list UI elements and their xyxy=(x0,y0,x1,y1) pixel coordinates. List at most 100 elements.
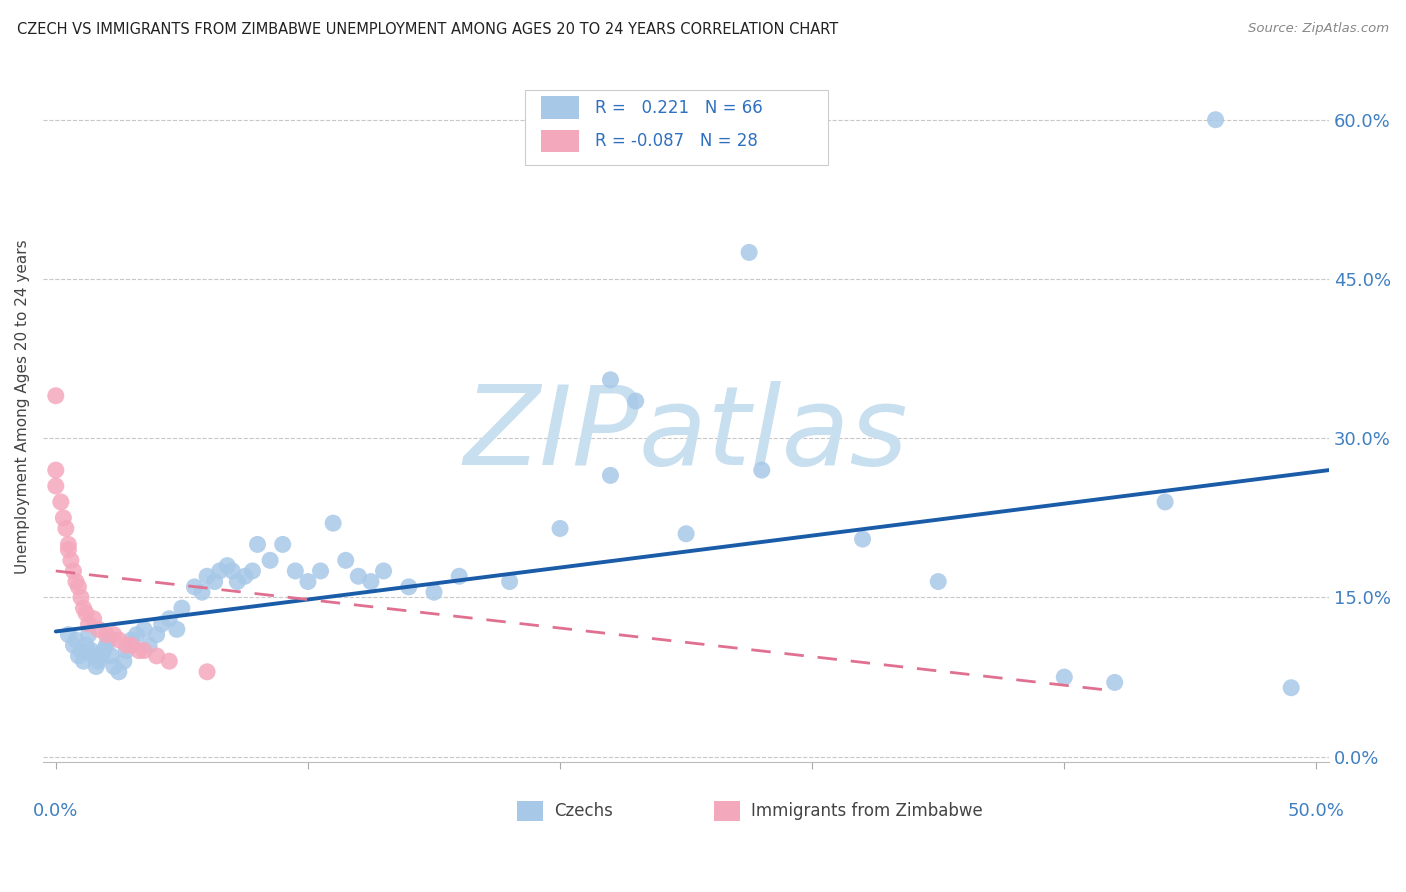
Point xyxy=(1279,681,1302,695)
Point xyxy=(195,665,218,679)
Point xyxy=(67,648,90,663)
Point xyxy=(322,516,344,531)
Point xyxy=(58,537,80,551)
Point xyxy=(108,665,131,679)
Point xyxy=(100,648,122,663)
Point xyxy=(195,569,218,583)
Point xyxy=(170,601,193,615)
Point xyxy=(115,638,138,652)
Point xyxy=(335,553,357,567)
Point xyxy=(360,574,382,589)
Point xyxy=(738,245,761,260)
Point xyxy=(751,463,773,477)
Point xyxy=(62,564,84,578)
Point xyxy=(115,643,138,657)
Point xyxy=(132,623,155,637)
Text: R =   0.221   N = 66: R = 0.221 N = 66 xyxy=(595,99,762,117)
Text: 0.0%: 0.0% xyxy=(34,803,79,821)
Point xyxy=(624,394,647,409)
Point xyxy=(84,659,107,673)
Point xyxy=(1205,112,1227,127)
Point xyxy=(83,648,105,663)
Point xyxy=(221,564,243,578)
FancyBboxPatch shape xyxy=(526,90,828,164)
Point xyxy=(183,580,205,594)
Point xyxy=(208,564,231,578)
Point xyxy=(90,648,112,663)
Point xyxy=(191,585,214,599)
Point xyxy=(103,659,125,673)
Point xyxy=(55,521,77,535)
Text: Czechs: Czechs xyxy=(554,802,613,820)
Point xyxy=(246,537,269,551)
Point xyxy=(67,580,90,594)
Bar xyxy=(541,96,579,119)
Point xyxy=(72,654,94,668)
Point xyxy=(271,537,294,551)
Point xyxy=(166,623,188,637)
Point xyxy=(120,638,142,652)
Point xyxy=(83,612,105,626)
Point xyxy=(97,632,120,647)
Text: 50.0%: 50.0% xyxy=(1288,803,1346,821)
Point xyxy=(108,632,131,647)
Text: Source: ZipAtlas.com: Source: ZipAtlas.com xyxy=(1249,22,1389,36)
Point xyxy=(112,654,135,668)
Point xyxy=(150,617,173,632)
Point xyxy=(128,643,150,657)
Point xyxy=(157,654,180,668)
Text: Immigrants from Zimbabwe: Immigrants from Zimbabwe xyxy=(751,802,983,820)
Point xyxy=(52,511,75,525)
Point xyxy=(58,627,80,641)
Point xyxy=(217,558,239,573)
Point xyxy=(96,638,118,652)
Point xyxy=(65,632,87,647)
Point xyxy=(70,643,93,657)
Text: CZECH VS IMMIGRANTS FROM ZIMBABWE UNEMPLOYMENT AMONG AGES 20 TO 24 YEARS CORRELA: CZECH VS IMMIGRANTS FROM ZIMBABWE UNEMPL… xyxy=(17,22,838,37)
Text: R = -0.087   N = 28: R = -0.087 N = 28 xyxy=(595,132,758,150)
Point xyxy=(284,564,307,578)
Point xyxy=(1104,675,1126,690)
Point xyxy=(80,643,103,657)
Point xyxy=(226,574,249,589)
Point xyxy=(75,638,97,652)
Point xyxy=(852,532,875,546)
Point xyxy=(398,580,420,594)
Point xyxy=(498,574,520,589)
Point xyxy=(103,627,125,641)
Text: ZIPatlas: ZIPatlas xyxy=(464,381,908,488)
Point xyxy=(145,648,167,663)
Point xyxy=(449,569,471,583)
Point xyxy=(548,521,571,535)
Point xyxy=(347,569,370,583)
Point xyxy=(675,526,697,541)
Point xyxy=(96,627,118,641)
Point xyxy=(125,627,148,641)
Point xyxy=(77,617,100,632)
Point xyxy=(87,623,110,637)
Point xyxy=(45,389,67,403)
Point xyxy=(77,627,100,641)
Point xyxy=(58,542,80,557)
Point xyxy=(242,564,264,578)
Point xyxy=(309,564,332,578)
Point xyxy=(70,591,93,605)
Point xyxy=(1053,670,1076,684)
Point xyxy=(93,643,115,657)
Point xyxy=(373,564,395,578)
Y-axis label: Unemployment Among Ages 20 to 24 years: Unemployment Among Ages 20 to 24 years xyxy=(15,239,30,574)
Point xyxy=(65,574,87,589)
Point xyxy=(75,607,97,621)
Point xyxy=(72,601,94,615)
Point xyxy=(45,463,67,477)
Point xyxy=(59,553,82,567)
Point xyxy=(120,632,142,647)
Point xyxy=(138,638,160,652)
Point xyxy=(599,468,621,483)
Bar xyxy=(541,129,579,153)
Point xyxy=(927,574,949,589)
Point xyxy=(233,569,256,583)
Point xyxy=(1154,495,1177,509)
Point xyxy=(87,654,110,668)
Point xyxy=(204,574,226,589)
